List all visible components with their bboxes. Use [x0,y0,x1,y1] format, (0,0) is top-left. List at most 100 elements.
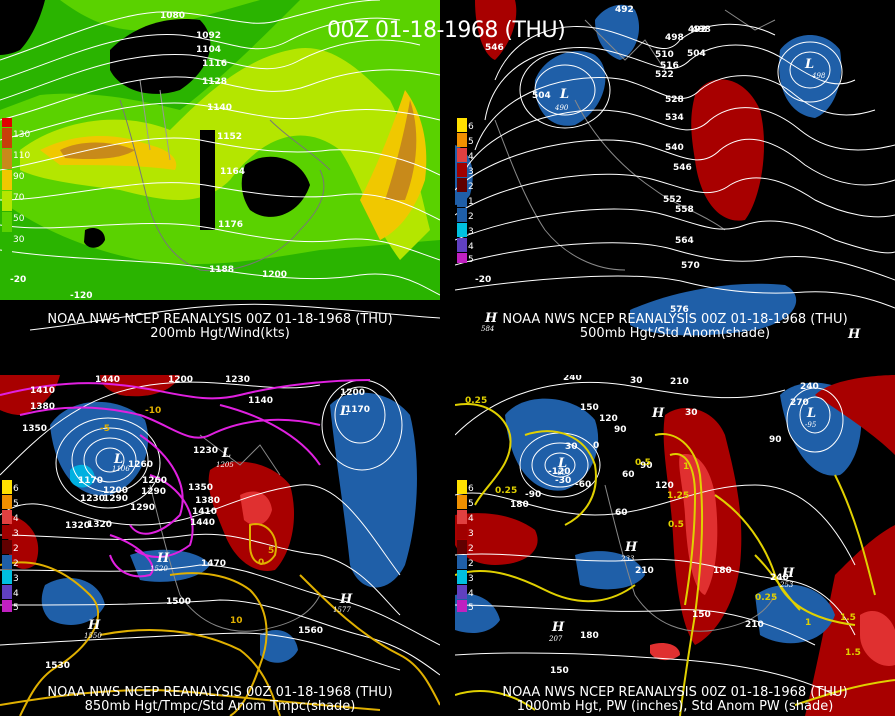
legend-swatch [2,233,12,253]
high-center: H 1577 [333,592,353,614]
svg-text:210: 210 [670,377,689,387]
svg-text:3: 3 [468,227,474,237]
svg-text:5: 5 [268,546,274,556]
svg-text:0: 0 [258,558,264,568]
svg-text:5: 5 [468,255,474,265]
caption-source: NOAA NWS NCEP REANALYSIS 00Z 01-18-1968 … [502,312,848,327]
contour-label: 546 [673,163,692,173]
svg-text:210: 210 [635,566,654,576]
svg-text:3: 3 [13,529,19,539]
svg-text:10: 10 [230,616,243,626]
svg-text:-60: -60 [575,480,591,490]
svg-text:H: H [339,592,353,607]
svg-text:-10: -10 [145,406,161,416]
svg-text:1530: 1530 [45,661,70,671]
svg-text:90: 90 [640,461,653,471]
svg-text:0.25: 0.25 [465,396,487,406]
svg-text:1: 1 [805,618,811,628]
high-center: H 253 [779,566,795,589]
contour-label: 504 [532,91,551,101]
contour-label: 1164 [220,167,245,177]
low-center: L 1106 [112,452,130,473]
svg-text:1290: 1290 [130,503,155,513]
svg-text:5: 5 [468,603,474,613]
svg-text:1290: 1290 [141,487,166,497]
svg-text:1410: 1410 [192,507,217,517]
svg-text:90: 90 [769,435,782,445]
svg-text:-120: -120 [548,467,571,477]
svg-text:1410: 1410 [30,386,55,396]
svg-text:2: 2 [468,212,474,222]
svg-text:-95: -95 [805,421,817,429]
legend-label: 130 [13,130,30,140]
svg-text:L: L [804,57,814,72]
low-center: L 498 [804,57,826,80]
svg-text:1230: 1230 [193,446,218,456]
svg-text:-30: -30 [555,476,571,486]
contour-label: 528 [665,95,684,105]
legend-swatch [2,149,12,169]
svg-text:5: 5 [468,499,474,509]
caption-field: 500mb Hgt/Std Anom(shade) [579,326,771,341]
svg-text:180: 180 [713,566,732,576]
contour-label: 558 [675,205,694,215]
legend-label: 30 [13,235,25,245]
svg-text:150: 150 [692,610,711,620]
panel-500mb-height-anomaly: 492 498 492 546 510 516 522 504 528 534 … [455,0,895,342]
svg-text:60: 60 [622,470,635,480]
svg-text:3: 3 [468,529,474,539]
caption-source: NOAA NWS NCEP REANALYSIS 00Z 01-18-1968 … [47,312,393,327]
contour-label: 504 [687,49,706,59]
low-center: L 1205 [216,446,234,469]
panel-caption: NOAA NWS NCEP REANALYSIS 00Z 01-18-1968 … [0,313,440,341]
svg-text:4: 4 [13,514,19,524]
high-center: H 584 [481,311,498,333]
caption-field: 1000mb Hgt, PW (inches), Std Anom PW (sh… [516,699,834,714]
svg-text:233: 233 [620,555,635,563]
contour-label: 1116 [202,59,227,69]
svg-text:1200: 1200 [103,486,128,496]
anomaly-legend: 6 5 4 3 2 2 3 4 5 [457,480,474,613]
legend-swatch [2,212,12,232]
svg-text:5: 5 [468,137,474,147]
contour-label: 492 [615,5,634,15]
svg-text:1290: 1290 [103,494,128,504]
svg-text:4: 4 [468,242,474,252]
svg-text:240: 240 [770,573,789,583]
svg-text:1380: 1380 [195,496,220,506]
contour-label: 510 [655,50,674,60]
contour-label: 564 [675,236,694,246]
legend-label: 110 [13,151,30,161]
svg-text:1170: 1170 [78,476,103,486]
svg-text:1380: 1380 [30,402,55,412]
svg-text:1205: 1205 [216,461,234,469]
svg-text:60: 60 [615,508,628,518]
svg-text:4: 4 [13,589,19,599]
svg-text:L: L [806,406,816,421]
svg-text:4: 4 [468,152,474,162]
svg-text:L: L [113,452,123,467]
low-center: L -60 [555,456,567,477]
contour-label: 516 [660,61,679,71]
caption-source: NOAA NWS NCEP REANALYSIS 00Z 01-18-1968 … [47,685,393,700]
legend-label: 70 [13,193,25,203]
svg-text:5: 5 [13,603,19,613]
svg-text:30: 30 [630,376,643,386]
contour-label: 498 [692,25,711,35]
panel-1000mb-precipitable-water: 240 150 30 120 90 60 30 0 -30 -60 -90 -1… [455,375,895,716]
svg-text:1200: 1200 [168,375,193,385]
svg-text:3: 3 [13,574,19,584]
high-center: H 233 [620,540,638,563]
svg-text:0.5: 0.5 [635,458,651,468]
contour-label: 552 [663,195,682,205]
svg-text:1440: 1440 [95,375,120,385]
svg-text:150: 150 [580,403,599,413]
svg-text:1260: 1260 [128,460,153,470]
svg-text:2: 2 [468,182,474,192]
svg-text:1.25: 1.25 [667,491,689,501]
map-title: 00Z 01-18-1968 (THU) [327,18,566,43]
tick-label: -20 [10,275,26,285]
svg-text:2: 2 [468,544,474,554]
high-center: H 1520 [150,551,170,573]
svg-text:210: 210 [745,620,764,630]
